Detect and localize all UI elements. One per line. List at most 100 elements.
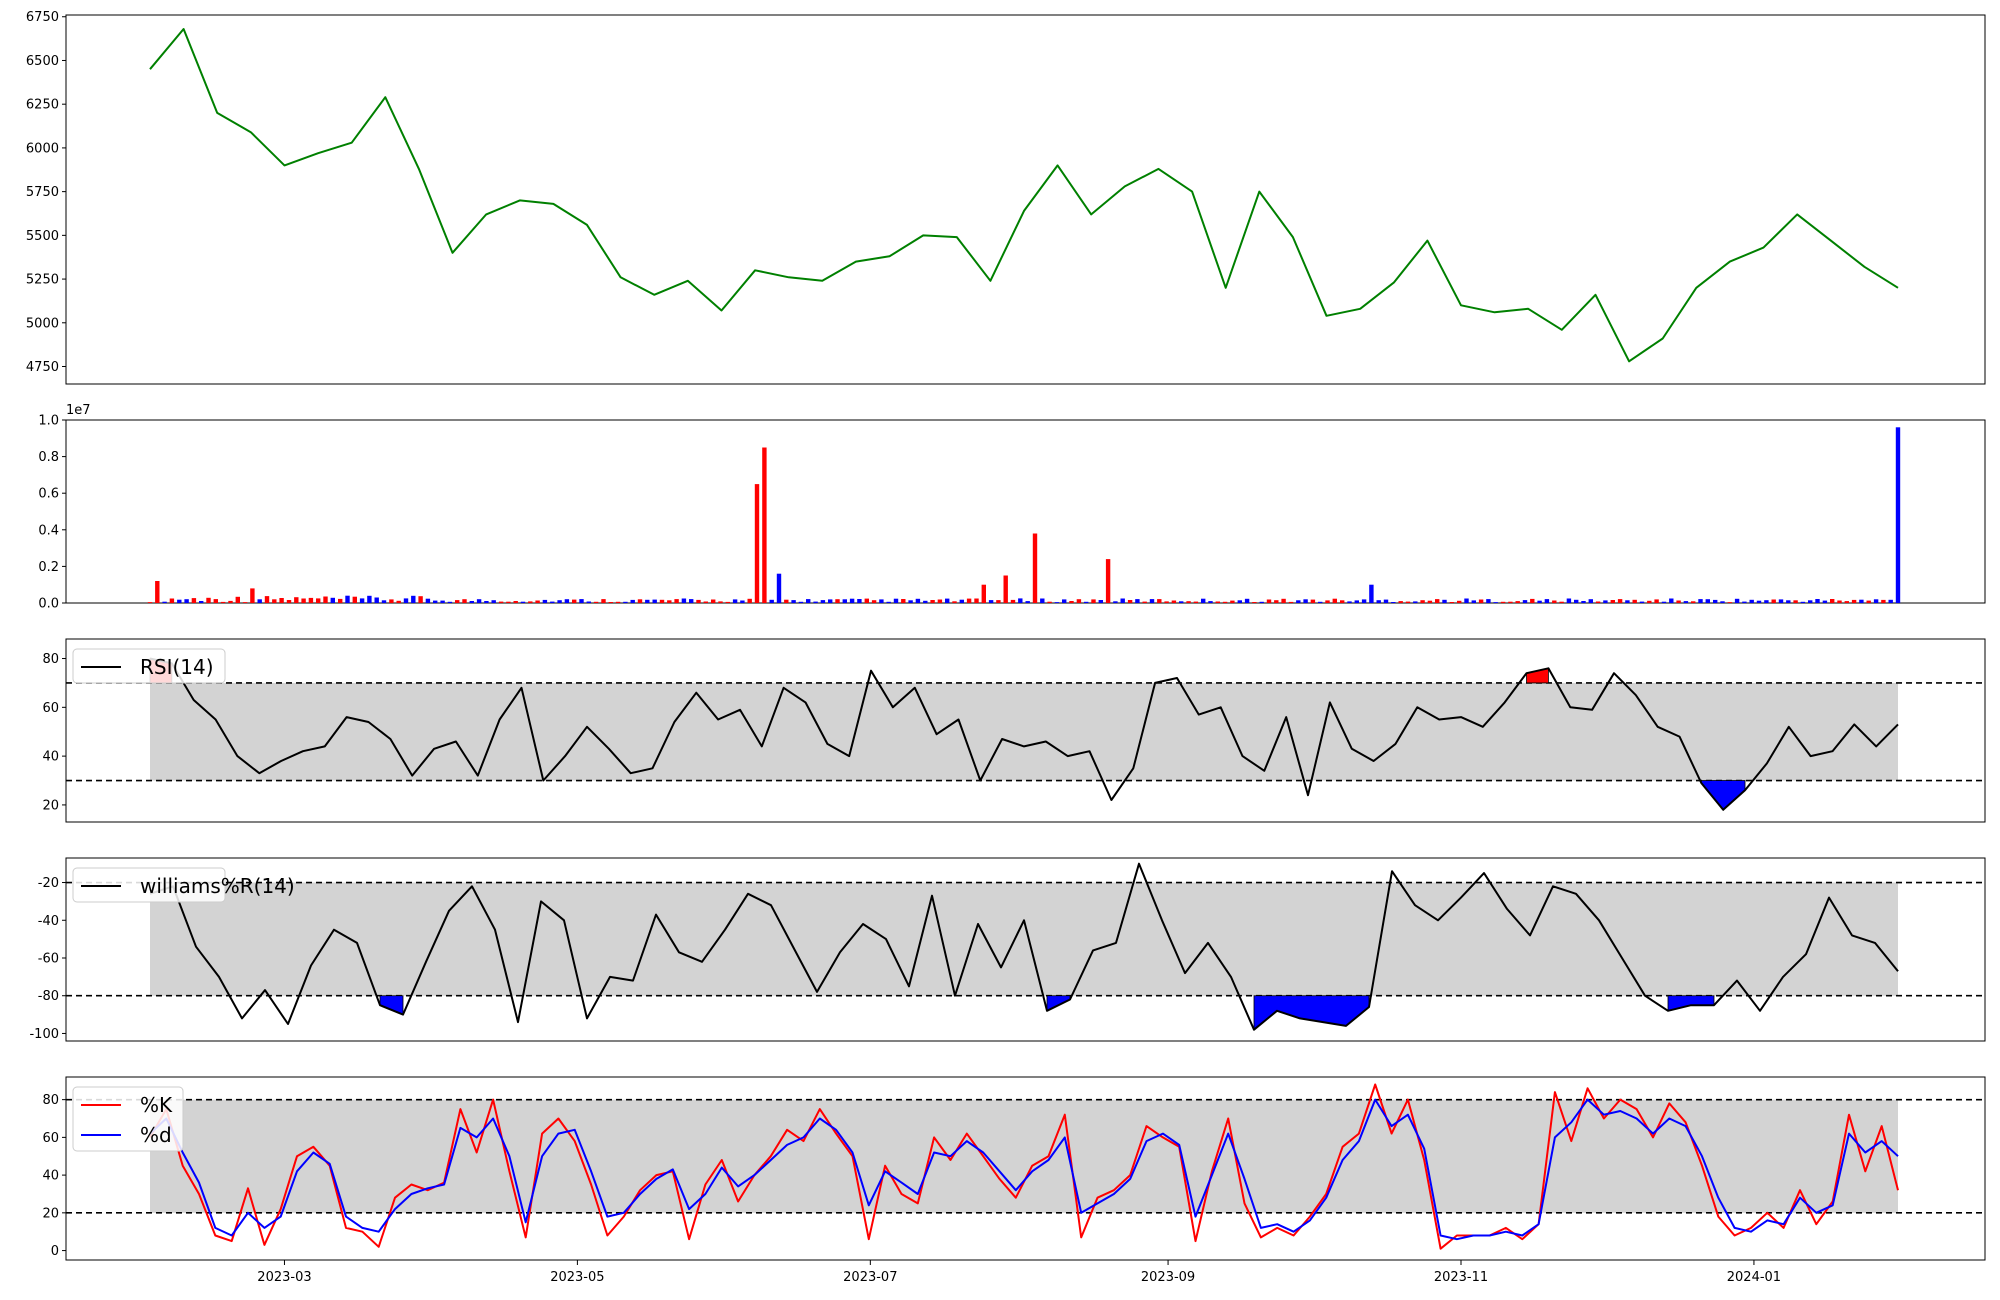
volume-bar — [1727, 602, 1732, 603]
volume-bar — [1230, 600, 1235, 603]
legend-box — [72, 867, 226, 903]
volume-bar — [820, 600, 826, 603]
volume-bar — [1157, 599, 1162, 603]
axes-frame — [65, 1076, 1986, 1261]
volume-bar — [659, 599, 665, 603]
volume-bar — [1866, 600, 1871, 603]
volume-bar — [1098, 600, 1103, 603]
volume-bar — [1617, 599, 1623, 603]
volume-bar — [1391, 602, 1396, 603]
volume-bar — [1537, 600, 1542, 603]
volume-bar — [835, 599, 840, 603]
axes-frame — [65, 857, 1986, 1042]
volume-bar — [1325, 600, 1330, 603]
volume-bar — [1113, 601, 1118, 603]
volume-bar — [286, 600, 292, 603]
volume-bar — [652, 599, 657, 603]
volume-bar — [886, 601, 891, 603]
volume-bar — [1252, 602, 1257, 603]
oversold-fill — [1253, 995, 1370, 1031]
y-tick-label: 0.0 — [38, 597, 59, 612]
volume-bar — [389, 599, 394, 603]
volume-bar — [564, 599, 570, 603]
x-tick-label: 2023-09 — [1141, 1270, 1195, 1285]
rsi-panel: 20 40 60 80 RSI(14) — [42, 638, 1986, 823]
price-panel: 4750 5000 5250 5500 5750 6000 6250 6500 6750 — [26, 10, 1986, 385]
volume-bar — [784, 599, 789, 603]
volume-bar — [959, 599, 964, 603]
legend-box — [72, 648, 226, 684]
volume-bar — [1581, 601, 1586, 603]
volume-bar — [1471, 600, 1476, 603]
y-tick-label: 4750 — [26, 360, 59, 375]
volume-bar — [323, 596, 328, 603]
volume-bar — [1749, 599, 1754, 603]
volume-bar — [1105, 559, 1111, 603]
volume-bar — [966, 598, 972, 603]
volume-bar — [228, 600, 233, 603]
volume-bar — [1654, 599, 1659, 603]
series-line — [149, 1098, 1899, 1241]
stochastic-panel: 0 20 40 60 80 %K %d — [42, 1076, 1986, 1261]
volume-bar — [1705, 599, 1710, 603]
volume-bar — [1201, 598, 1206, 603]
volume-bar — [1149, 599, 1155, 603]
neutral-band — [150, 1099, 1898, 1213]
volume-bar — [155, 581, 160, 603]
volume-bar — [491, 600, 496, 603]
volume-bar — [1683, 601, 1689, 603]
volume-bar — [1164, 601, 1169, 603]
volume-bar — [908, 600, 913, 603]
volume-bar — [1303, 599, 1308, 603]
volume-bar — [476, 599, 482, 603]
volume-bar — [740, 600, 745, 603]
volume-bar — [747, 598, 752, 603]
volume-bar — [177, 599, 182, 603]
volume-bar — [776, 573, 782, 603]
volume-bar — [974, 598, 979, 603]
volume-bar — [550, 601, 555, 603]
y-tick-label: 6250 — [26, 98, 59, 113]
volume-bar — [798, 601, 804, 603]
y-tick-label: 40 — [42, 1169, 59, 1184]
volume-bar — [147, 602, 153, 603]
date-axis: 2023-03 2023-05 2023-07 2023-09 2023-11 2024-… — [257, 1260, 1781, 1285]
volume-bar — [630, 599, 635, 603]
volume-bar — [535, 600, 540, 603]
volume-bar — [1288, 601, 1294, 603]
volume-bar — [1069, 601, 1074, 603]
volume-bar — [213, 599, 218, 603]
volume-bar — [1383, 599, 1389, 603]
y-tick-label: -40 — [38, 914, 59, 929]
volume-bar — [923, 600, 928, 603]
volume-bar — [813, 601, 818, 603]
axes-frame — [65, 638, 1986, 823]
x-tick-label: 2023-05 — [550, 1270, 604, 1285]
y-tick-label: 60 — [42, 701, 59, 716]
volume-bar — [1859, 599, 1864, 603]
volume-bar — [374, 597, 379, 603]
volume-bar — [769, 599, 774, 603]
volume-bar — [674, 599, 679, 603]
volume-bar — [711, 599, 716, 603]
volume-bar — [1354, 600, 1359, 603]
x-tick-label: 2023-11 — [1434, 1270, 1488, 1285]
volume-bar — [696, 599, 701, 603]
volume-bar — [1003, 575, 1008, 603]
volume-bar — [1720, 601, 1725, 603]
volume-bar — [264, 596, 270, 603]
volume-bar — [455, 600, 460, 603]
volume-bar — [1442, 599, 1447, 603]
volume-bar — [411, 595, 416, 603]
volume-bar — [988, 600, 994, 603]
volume-bar — [330, 597, 335, 603]
volume-bar — [169, 598, 175, 603]
volume-bar — [484, 601, 489, 603]
y-tick-label: 20 — [42, 1206, 59, 1221]
williams-panel: -100 -80 -60 -40 -20 williams%R(14) — [29, 857, 1986, 1042]
volume-bar — [1647, 600, 1652, 603]
volume-bar — [1698, 599, 1703, 603]
volume-bar — [199, 601, 204, 603]
volume-bar — [1310, 599, 1316, 603]
volume-bar — [1713, 599, 1718, 603]
